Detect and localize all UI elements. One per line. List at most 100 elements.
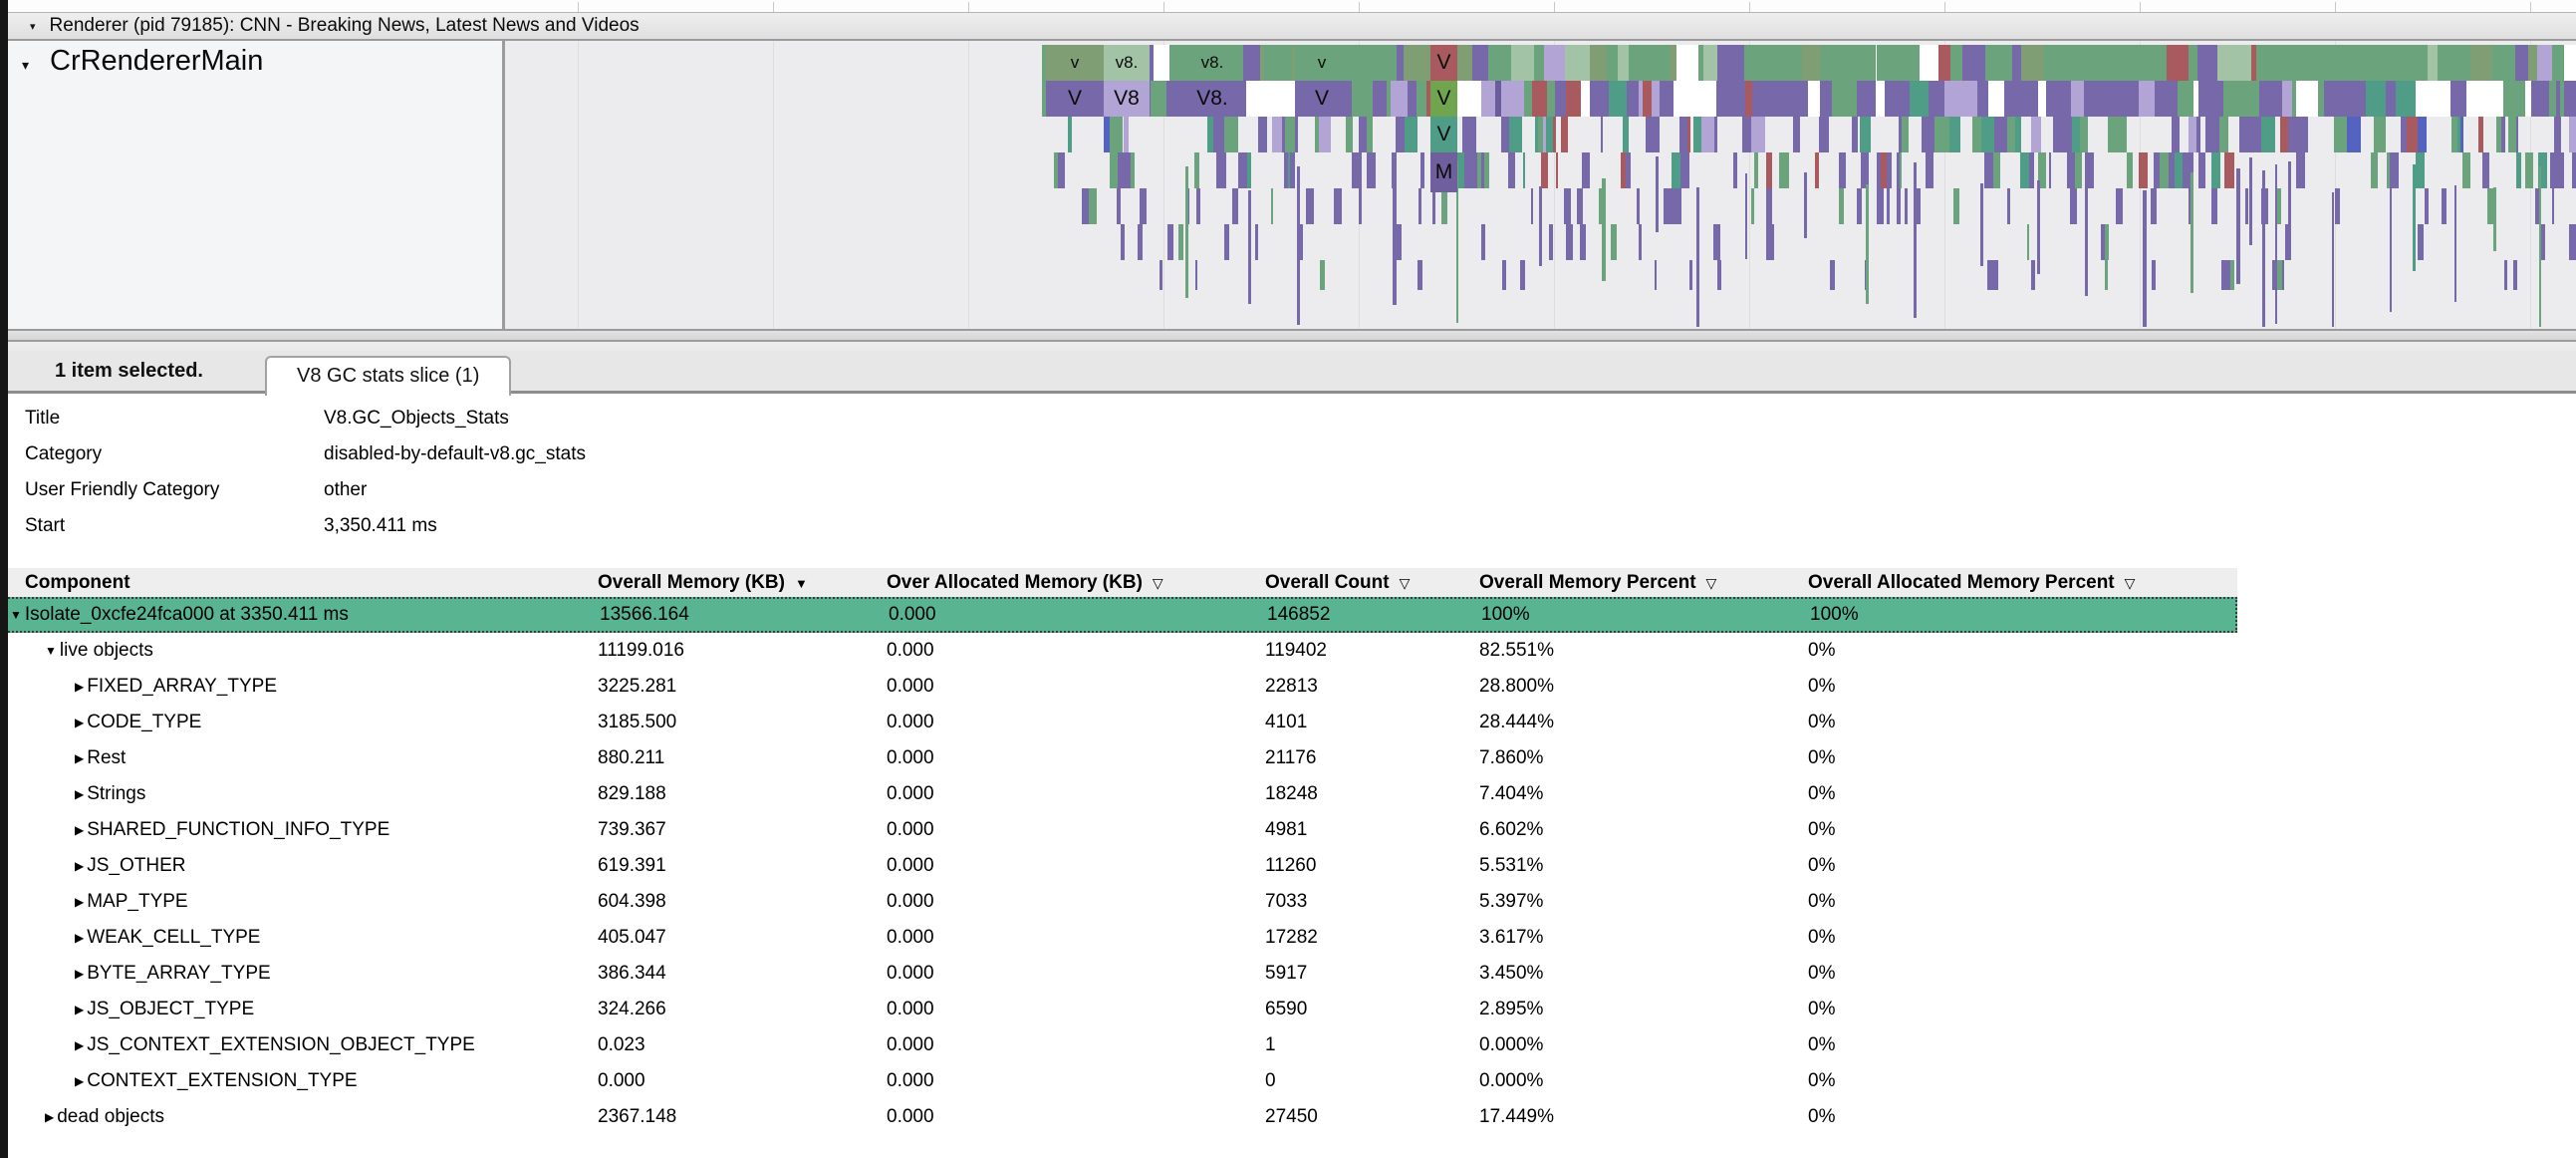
trace-slice-v[interactable]: V — [1430, 45, 1457, 81]
trace-slice-noise — [1508, 152, 1513, 188]
expand-arrow-icon[interactable]: ▶ — [75, 1038, 85, 1052]
trace-slice-v[interactable]: V — [1295, 81, 1349, 117]
trace-slice-noise — [1880, 152, 1887, 188]
expand-arrow-icon[interactable]: ▶ — [75, 787, 85, 801]
flame-chart-track-area[interactable]: v v8. v8. v V V V8 V8. V V V M — [505, 41, 2576, 329]
trace-slice-v[interactable]: V — [1430, 81, 1457, 117]
expand-arrow-icon[interactable]: ▶ — [75, 859, 85, 873]
trace-slice-noise — [1123, 117, 1130, 152]
table-row[interactable]: ▼ live objects 11199.016 0.000 119402 82.551%… — [0, 633, 2237, 669]
table-row[interactable]: ▶ JS_OBJECT_TYPE 324.266 0.000 6590 2.895% 0% — [0, 992, 2237, 1027]
expand-arrow-icon[interactable]: ▼ — [45, 644, 57, 658]
value-cell: 6590 — [1265, 999, 1308, 1019]
trace-slice-noise — [1245, 81, 1270, 117]
trace-slice-noise — [2347, 45, 2364, 81]
expand-arrow-icon[interactable]: ▶ — [75, 716, 85, 729]
trace-slice-noise — [1553, 117, 1556, 152]
value-cell: 619.391 — [598, 855, 666, 876]
trace-slice-noise — [1290, 152, 1296, 188]
tab-v8-gc-stats-slice[interactable]: V8 GC stats slice (1) — [265, 356, 512, 396]
trace-slice-v[interactable]: V — [1430, 117, 1457, 152]
value-cell: 0% — [1808, 1070, 1836, 1091]
trace-slice-noise — [1546, 117, 1554, 152]
expand-arrow-icon[interactable]: ▶ — [75, 931, 85, 945]
table-row[interactable]: ▶ Rest 880.211 0.000 21176 7.860% 0% — [0, 740, 2237, 776]
column-header-overall-allocated-memory-percent[interactable]: Overall Allocated Memory Percent ▽ — [1808, 572, 2237, 594]
table-row[interactable]: ▶ dead objects 2367.148 0.000 27450 17.449% 0% — [0, 1099, 2237, 1135]
trace-slice-noise — [2538, 152, 2547, 188]
trace-slice-noise — [1232, 188, 1239, 224]
trace-slice-noise — [1611, 224, 1617, 260]
trace-slice-noise — [1819, 117, 1830, 152]
table-row[interactable]: ▶ BYTE_ARRAY_TYPE 386.344 0.000 5917 3.450% 0% — [0, 956, 2237, 992]
sort-arrow-icon[interactable]: ▽ — [1399, 574, 1411, 591]
trace-slice-noise — [2197, 152, 2206, 188]
table-row[interactable]: ▶ FIXED_ARRAY_TYPE 3225.281 0.000 22813 28.80… — [0, 669, 2237, 705]
column-header-overall-memory-percent[interactable]: Overall Memory Percent ▽ — [1479, 572, 1808, 594]
trace-slice-noise — [1765, 152, 1772, 188]
trace-slice-v8[interactable]: v8. — [1181, 45, 1243, 81]
trace-slice-m[interactable]: M — [1430, 152, 1457, 192]
trace-slice-noise — [2318, 81, 2324, 117]
trace-slice-noise — [1980, 183, 1983, 266]
trace-slice-noise — [1271, 117, 1282, 152]
table-row[interactable]: ▶ Strings 829.188 0.000 18248 7.404% 0% — [0, 776, 2237, 812]
table-row[interactable]: ▼ Isolate_0xcfe24fca000 at 3350.411 ms 135… — [0, 597, 2237, 633]
trace-slice-noise — [1283, 152, 1289, 188]
expand-arrow-icon[interactable]: ▶ — [75, 1074, 85, 1088]
table-row[interactable]: ▶ SHARED_FUNCTION_INFO_TYPE 739.367 0.000 49… — [0, 812, 2237, 848]
trace-slice-noise — [2067, 152, 2072, 188]
trace-slice-v8[interactable]: V8. — [1181, 81, 1243, 117]
expand-arrow-icon[interactable]: ▶ — [75, 895, 85, 909]
table-row[interactable]: ▶ CONTEXT_EXTENSION_TYPE 0.000 0.000 0 0.000%… — [0, 1063, 2237, 1099]
collapse-arrow-icon[interactable]: ▾ — [30, 20, 36, 33]
trace-slice-noise — [1512, 152, 1515, 188]
process-header-bar[interactable]: ▾ Renderer (pid 79185): CNN - Breaking N… — [0, 12, 2576, 41]
component-name: dead objects — [57, 1106, 164, 1127]
trace-slice-v[interactable]: V — [1046, 81, 1104, 117]
trace-slice-v8[interactable]: v8. — [1104, 45, 1150, 81]
column-header-component[interactable]: Component — [0, 572, 598, 594]
table-row[interactable]: ▶ JS_OTHER 619.391 0.000 11260 5.531% 0% — [0, 848, 2237, 884]
expand-arrow-icon[interactable]: ▼ — [10, 608, 22, 622]
expand-arrow-icon[interactable]: ▶ — [45, 1110, 55, 1124]
sort-arrow-icon[interactable]: ▽ — [1152, 574, 1163, 591]
sort-arrow-active-icon[interactable]: ▼ — [794, 575, 808, 591]
trace-slice-noise — [1359, 117, 1367, 152]
expand-arrow-icon[interactable]: ▶ — [75, 680, 85, 694]
trace-slice-noise — [2019, 152, 2029, 188]
expand-arrow-icon[interactable]: ▶ — [75, 967, 85, 981]
table-row[interactable]: ▶ JS_CONTEXT_EXTENSION_OBJECT_TYPE 0.023 0.… — [0, 1027, 2237, 1063]
trace-slice-noise — [1638, 81, 1644, 117]
collapse-arrow-icon[interactable]: ▾ — [22, 57, 30, 73]
trace-slice-v[interactable]: v — [1046, 45, 1104, 81]
expand-arrow-icon[interactable]: ▶ — [75, 751, 85, 765]
sort-arrow-icon[interactable]: ▽ — [1705, 574, 1717, 591]
detail-label: Title — [25, 408, 61, 429]
column-header-overall-count[interactable]: Overall Count ▽ — [1265, 572, 1479, 594]
table-row[interactable]: ▶ WEAK_CELL_TYPE 405.047 0.000 17282 3.617% 0% — [0, 920, 2237, 956]
trace-slice-v[interactable]: v — [1295, 45, 1349, 81]
table-row[interactable]: ▶ MAP_TYPE 604.398 0.000 7033 5.397% 0% — [0, 884, 2237, 920]
trace-slice-noise — [1425, 81, 1433, 117]
expand-arrow-icon[interactable]: ▶ — [75, 823, 85, 837]
value-cell: 0% — [1808, 927, 1836, 948]
table-row[interactable]: ▶ CODE_TYPE 3185.500 0.000 4101 28.444% 0% — [0, 705, 2237, 740]
trace-slice-noise — [1639, 224, 1643, 260]
trace-slice-noise — [1674, 188, 1681, 224]
horizontal-splitter[interactable] — [0, 329, 2576, 351]
sort-arrow-icon[interactable]: ▽ — [2124, 574, 2136, 591]
value-cell: 604.398 — [598, 891, 666, 912]
trace-slice-v8[interactable]: V8 — [1104, 81, 1150, 117]
trace-slice-noise — [1058, 152, 1065, 188]
value-cell: 0% — [1808, 1034, 1836, 1055]
trace-slice-noise — [1281, 117, 1286, 152]
expand-arrow-icon[interactable]: ▶ — [75, 1003, 85, 1016]
trace-slice-noise — [2572, 152, 2576, 188]
column-header-overall-memory-kb-[interactable]: Overall Memory (KB) ▼ — [598, 572, 887, 594]
time-gridline — [773, 41, 774, 329]
value-cell: 386.344 — [598, 963, 666, 984]
column-header-over-allocated-memory-kb-[interactable]: Over Allocated Memory (KB) ▽ — [887, 572, 1265, 594]
value-cell: 739.367 — [598, 819, 666, 840]
thread-header-pane[interactable]: ▾ CrRendererMain — [0, 41, 505, 329]
